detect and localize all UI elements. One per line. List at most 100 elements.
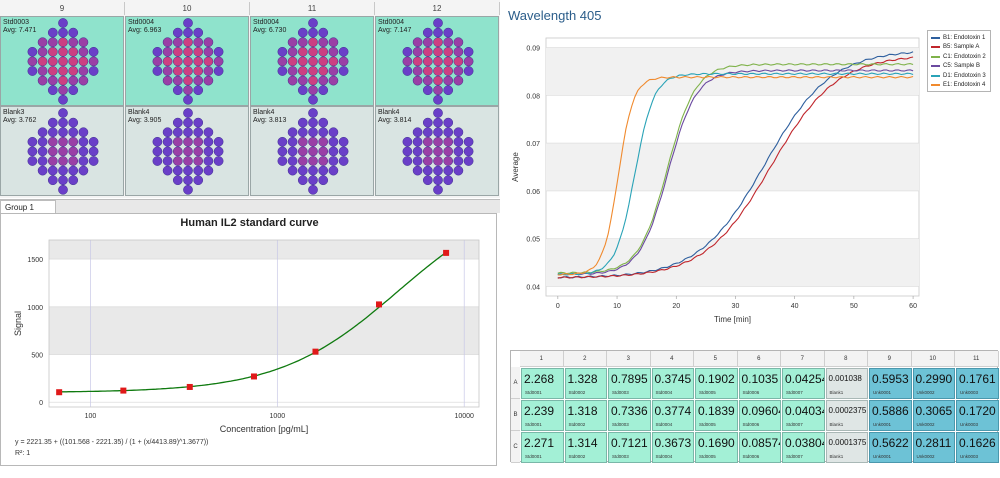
well <box>453 75 464 86</box>
results-column-header[interactable]: 9 <box>868 351 912 367</box>
results-cell[interactable]: 0.1035 Std0006 <box>738 368 781 399</box>
well <box>308 165 318 176</box>
results-row-header[interactable]: C <box>511 431 520 463</box>
results-cell[interactable]: 0.1690 Std0005 <box>695 432 738 463</box>
well-group[interactable]: Blank4 Avg: 3.814 <box>375 106 499 196</box>
well-group[interactable]: Std0004 Avg: 6.730 <box>250 16 374 106</box>
results-cell-sample-id: Std0007 <box>786 390 803 395</box>
results-cell[interactable]: 0.1839 Std0005 <box>695 400 738 431</box>
results-cell[interactable]: 0.1761 Unk0003 <box>956 368 999 399</box>
results-cell-sample-id: Std0004 <box>655 422 673 427</box>
results-cell[interactable]: 0.2990 Unk0002 <box>912 368 955 399</box>
results-column-header[interactable]: 3 <box>607 351 651 367</box>
plate-column-header[interactable]: 10 <box>125 2 250 15</box>
kinetic-chart-title: Wavelength 405 <box>508 8 602 23</box>
results-cell[interactable]: 0.3065 Unk0002 <box>912 400 955 431</box>
well <box>297 66 308 76</box>
results-cell[interactable]: 0.1902 Std0005 <box>695 368 738 399</box>
results-cell-sample-id: Unk0002 <box>916 422 935 427</box>
results-column-header[interactable]: 1 <box>520 351 564 367</box>
results-row-header[interactable]: A <box>511 367 520 399</box>
well-group[interactable]: Std0003 Avg: 7.471 <box>0 16 124 106</box>
results-cell[interactable]: 0.04254 Std0007 <box>782 368 825 399</box>
results-cell-sample-id: Std0006 <box>742 390 760 395</box>
results-cell[interactable]: 1.314 Std0002 <box>564 432 607 463</box>
legend-item: C5: Sample B <box>931 62 987 72</box>
series-line <box>557 75 914 276</box>
results-cell[interactable]: 1.318 Std0002 <box>564 400 607 431</box>
results-cell[interactable]: 0.001038 Blank1 <box>825 368 868 399</box>
results-cell-sample-id: Unk0001 <box>873 454 892 459</box>
well <box>308 66 318 76</box>
results-cell[interactable]: 0.0001375 Blank1 <box>825 432 868 463</box>
results-cell-sample-id: Std0002 <box>568 422 586 427</box>
results-column-header[interactable]: 7 <box>781 351 825 367</box>
plate-column-header[interactable]: 9 <box>0 2 125 15</box>
well <box>328 37 339 48</box>
tab-group-1[interactable]: Group 1 <box>0 200 56 214</box>
well <box>47 117 58 128</box>
results-cell[interactable]: 0.1720 Unk0003 <box>956 400 999 431</box>
results-cell[interactable]: 0.1626 Unk0003 <box>956 432 999 463</box>
well-group[interactable]: Std0004 Avg: 6.963 <box>125 16 249 106</box>
results-grid: 1 2 3 4 5 6 7 8 9 10 11 A 2.268 Std0001 1.328 Std0002 0.… <box>510 350 999 463</box>
well <box>162 156 173 166</box>
well <box>213 46 224 57</box>
series-line <box>557 72 914 276</box>
well-group-name: Std0004 <box>378 19 405 26</box>
results-cell[interactable]: 0.5886 Unk0001 <box>869 400 912 431</box>
results-cell-value: 0.5622 <box>872 436 909 450</box>
well <box>318 46 329 57</box>
well <box>203 75 214 86</box>
well <box>412 37 423 48</box>
well <box>453 156 464 166</box>
results-cell[interactable]: 0.2811 Unk0002 <box>912 432 955 463</box>
well <box>308 108 318 118</box>
well <box>422 37 433 48</box>
well <box>37 127 48 138</box>
well <box>433 37 443 48</box>
results-column-header[interactable]: 10 <box>911 351 955 367</box>
well-dots <box>277 18 349 105</box>
well <box>412 75 423 86</box>
plate-column-header[interactable]: 12 <box>375 2 500 15</box>
results-cell[interactable]: 0.5953 Unk0001 <box>869 368 912 399</box>
results-column-header[interactable]: 5 <box>694 351 738 367</box>
well-group[interactable]: Std0004 Avg: 7.147 <box>375 16 499 106</box>
results-cell[interactable]: 2.268 Std0001 <box>521 368 564 399</box>
results-row-header[interactable]: B <box>511 399 520 431</box>
results-cell[interactable]: 0.7336 Std0003 <box>608 400 651 431</box>
results-cell[interactable]: 0.08574 Std0006 <box>738 432 781 463</box>
results-cell[interactable]: 0.3745 Std0004 <box>651 368 694 399</box>
legend-label: B1: Endotoxin 1 <box>943 34 986 41</box>
results-column-header[interactable]: 6 <box>737 351 781 367</box>
results-cell[interactable]: 0.7121 Std0003 <box>608 432 651 463</box>
results-cell[interactable]: 1.328 Std0002 <box>564 368 607 399</box>
well <box>297 27 308 38</box>
data-point <box>120 387 127 394</box>
results-cell[interactable]: 0.3673 Std0004 <box>651 432 694 463</box>
results-cell[interactable]: 0.04034 Std0007 <box>782 400 825 431</box>
results-cell[interactable]: 0.03804 Std0007 <box>782 432 825 463</box>
results-cell-value: 0.08574 <box>741 436 781 450</box>
well <box>453 127 464 138</box>
plate-column-header[interactable]: 11 <box>250 2 375 15</box>
well-group[interactable]: Blank4 Avg: 3.813 <box>250 106 374 196</box>
results-cell[interactable]: 2.239 Std0001 <box>521 400 564 431</box>
well-group[interactable]: Blank3 Avg: 3.762 <box>0 106 124 196</box>
results-cell[interactable]: 2.271 Std0001 <box>521 432 564 463</box>
results-column-header[interactable]: 4 <box>650 351 694 367</box>
results-cell[interactable]: 0.0002375 Blank1 <box>825 400 868 431</box>
well-group-name: Std0004 <box>253 19 280 26</box>
results-cell[interactable]: 0.3774 Std0004 <box>651 400 694 431</box>
well <box>47 56 58 67</box>
results-cell[interactable]: 0.5622 Unk0001 <box>869 432 912 463</box>
results-column-header[interactable]: 11 <box>955 351 999 367</box>
results-column-header[interactable]: 2 <box>563 351 607 367</box>
data-point <box>376 301 383 308</box>
results-column-header[interactable]: 8 <box>824 351 868 367</box>
legend-item: B5: Sample A <box>931 43 987 53</box>
results-cell[interactable]: 0.09604 Std0006 <box>738 400 781 431</box>
well-group[interactable]: Blank4 Avg: 3.905 <box>125 106 249 196</box>
results-cell[interactable]: 0.7895 Std0003 <box>608 368 651 399</box>
